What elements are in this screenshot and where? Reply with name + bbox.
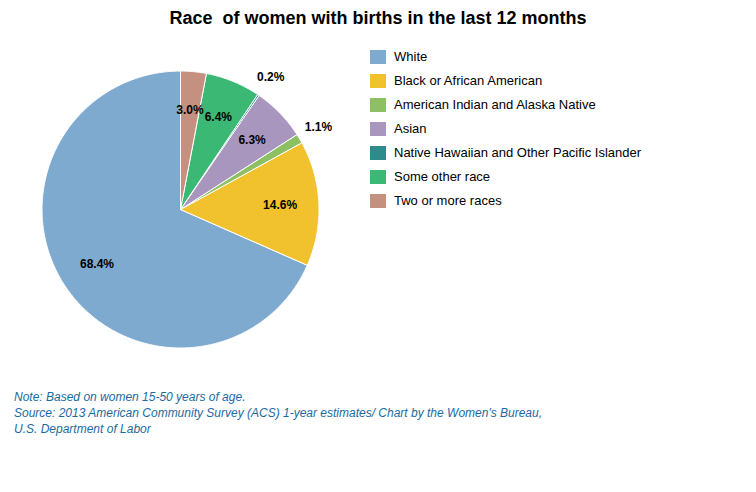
svg-text:68.4%: 68.4%: [80, 257, 114, 271]
html-text:Asian: Asian: [394, 121, 427, 136]
svg-text:3.0%: 3.0%: [176, 103, 204, 117]
html-text:Some other race: Some other race: [394, 169, 491, 184]
html-text:Native Hawaiian and Other Paci: Native Hawaiian and Other Pacific Island…: [394, 145, 642, 160]
html-text:Black or African American: Black or African American: [394, 73, 543, 88]
html-text:Two or more races: Two or more races: [394, 193, 502, 208]
svg-text:6.3%: 6.3%: [238, 133, 266, 147]
svg-text:1.1%: 1.1%: [305, 120, 333, 134]
svg-text:6.4%: 6.4%: [205, 110, 233, 124]
svg-text:0.2%: 0.2%: [257, 69, 285, 83]
html-text:U.S. Department of Labor: U.S. Department of Labor: [14, 422, 151, 436]
html-text:Source: 2013 American Communit: Source: 2013 American Community Survey (…: [14, 406, 543, 420]
html-text:American Indian and Alaska Nat: American Indian and Alaska Native: [394, 97, 596, 112]
html-text:Race of women with births in t: Race of women with births in the last 12…: [169, 8, 587, 28]
html-text:White: White: [394, 49, 428, 64]
html-text:Note: Based on women 15-50 yea: Note: Based on women 15-50 years of age.: [14, 390, 246, 404]
svg-text:14.6%: 14.6%: [263, 198, 297, 212]
